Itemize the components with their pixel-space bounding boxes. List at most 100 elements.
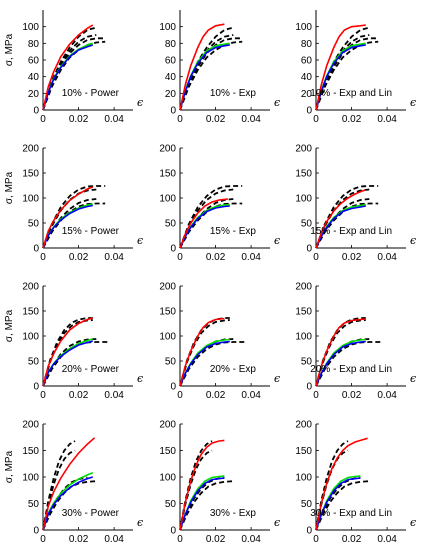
panel-label: 10% - Exp: [210, 88, 257, 99]
x-tick-label: 0.02: [69, 534, 89, 545]
x-axis-label: ϵ: [410, 96, 416, 109]
panel-label: 20% - Exp: [210, 364, 257, 375]
model-curve-red: [42, 24, 94, 111]
x-tick-label: 0: [40, 390, 46, 401]
y-tick-label: 100: [22, 473, 39, 484]
y-tick-label: 40: [165, 72, 177, 83]
y-tick-label: 0: [306, 244, 312, 255]
x-tick-label: 0.04: [241, 114, 261, 125]
x-tick-label: 0.04: [104, 252, 124, 263]
y-tick-label: 100: [159, 332, 176, 343]
y-tick-label: 0: [33, 106, 39, 117]
x-tick-label: 0.02: [342, 534, 362, 545]
model-curve-blue: [315, 477, 361, 531]
x-tick-label: 0: [313, 114, 319, 125]
x-tick-label: 0: [177, 114, 183, 125]
x-axis-label: ϵ: [274, 96, 280, 109]
y-tick-label: 150: [295, 307, 312, 318]
model-curve-red: [42, 317, 94, 387]
x-axis-label: ϵ: [410, 372, 416, 385]
y-tick-label: 20: [165, 89, 177, 100]
model-curve-red: [179, 317, 225, 387]
y-tick-label: 100: [295, 194, 312, 205]
experimental-curve: [42, 440, 76, 531]
y-tick-label: 200: [159, 420, 176, 431]
experimental-curve: [315, 440, 349, 531]
y-tick-label: 150: [22, 307, 39, 318]
experimental-curve: [315, 188, 370, 249]
y-tick-label: 150: [22, 446, 39, 457]
x-tick-label: 0.02: [206, 252, 226, 263]
y-axis-label: σ, MPa: [4, 171, 15, 204]
x-axis-label: ϵ: [137, 96, 143, 109]
x-tick-label: 0: [40, 114, 46, 125]
panel-label: 30% - Power: [62, 508, 120, 519]
experimental-curve: [315, 341, 382, 387]
model-curve-blue: [42, 44, 94, 111]
panel-3-2: 0 50 100 150 200 0 0.02 0.04 ϵ 30% - Exp and Lin: [295, 420, 416, 546]
x-tick-label: 0: [40, 252, 46, 263]
x-tick-label: 0.04: [104, 114, 124, 125]
experimental-curve: [179, 188, 234, 249]
y-tick-label: 200: [159, 282, 176, 293]
panel-2-2: 0 50 100 150 200 0 0.02 0.04 ϵ 20% - Exp and Lin: [295, 282, 416, 402]
y-tick-label: 0: [170, 382, 176, 393]
experimental-curve: [42, 338, 97, 387]
experimental-curve: [179, 37, 243, 111]
y-tick-label: 40: [301, 72, 313, 83]
y-tick-label: 0: [170, 106, 176, 117]
panel-label: 20% - Exp and Lin: [310, 364, 392, 375]
y-tick-label: 200: [22, 144, 39, 155]
y-tick-label: 100: [22, 194, 39, 205]
experimental-curve: [315, 480, 370, 531]
x-tick-label: 0: [313, 534, 319, 545]
y-tick-label: 50: [165, 357, 177, 368]
y-tick-label: 100: [159, 194, 176, 205]
model-curve-red: [179, 439, 225, 531]
x-axis-label: ϵ: [137, 516, 143, 529]
model-curve-red: [179, 23, 225, 111]
model-curve-red: [315, 189, 367, 249]
y-tick-label: 100: [159, 473, 176, 484]
model-curve-blue: [42, 204, 93, 249]
y-tick-label: 200: [295, 282, 312, 293]
y-tick-label: 0: [170, 526, 176, 537]
experimental-curve: [315, 40, 379, 111]
model-curve-blue: [179, 44, 230, 111]
panel-label: 10% - Exp and Lin: [310, 88, 392, 99]
y-tick-label: 20: [28, 89, 40, 100]
y-tick-label: 150: [295, 446, 312, 457]
experimental-curve: [315, 26, 370, 111]
x-tick-label: 0.02: [69, 252, 89, 263]
model-curve-red: [315, 437, 368, 531]
x-tick-label: 0.02: [69, 114, 89, 125]
x-tick-label: 0.04: [241, 252, 261, 263]
x-tick-label: 0: [177, 534, 183, 545]
y-tick-label: 150: [159, 307, 176, 318]
experimental-curve: [315, 185, 379, 249]
experimental-curve: [42, 188, 97, 249]
y-tick-label: 50: [28, 219, 40, 230]
x-tick-label: 0: [177, 252, 183, 263]
y-tick-label: 80: [165, 39, 177, 50]
x-axis-label: ϵ: [274, 234, 280, 247]
x-tick-label: 0.02: [206, 390, 226, 401]
model-curve-blue: [315, 205, 366, 249]
x-tick-label: 0.04: [241, 534, 261, 545]
y-tick-label: 50: [165, 499, 177, 510]
panel-label: 15% - Exp and Lin: [310, 226, 392, 237]
panel-2-0: 0 50 100 150 200 0 0.02 0.04 ϵ 20% - Power: [22, 282, 143, 402]
panel-1-0: 0 50 100 150 200 0 0.02 0.04 ϵ 15% - Power: [22, 144, 143, 264]
y-tick-label: 60: [28, 56, 40, 67]
experimental-curve: [179, 40, 243, 111]
x-axis-label: ϵ: [274, 516, 280, 529]
panel-1-1: 0 50 100 150 200 0 0.02 0.04 ϵ 15% - Exp: [159, 144, 280, 264]
x-tick-label: 0: [313, 252, 319, 263]
y-axis-label: σ, MPa: [4, 450, 15, 483]
y-tick-label: 0: [170, 244, 176, 255]
model-curve-blue: [179, 477, 225, 531]
experimental-curve: [179, 480, 234, 531]
y-tick-label: 100: [159, 22, 176, 33]
y-tick-label: 50: [165, 219, 177, 230]
